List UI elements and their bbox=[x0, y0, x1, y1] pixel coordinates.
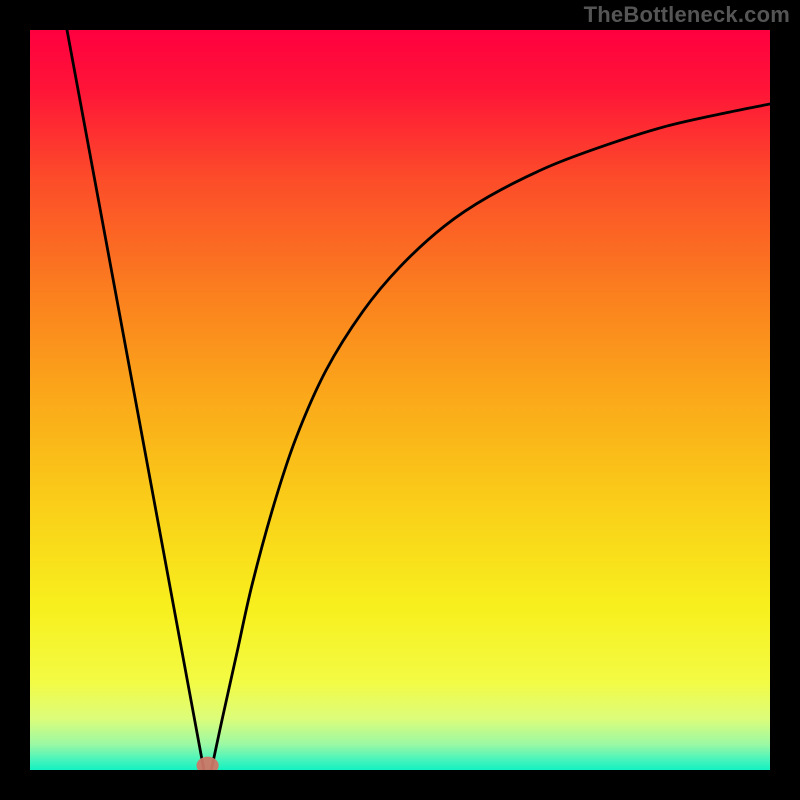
bottleneck-curve-layer bbox=[30, 30, 770, 770]
curve-left-segment bbox=[67, 30, 204, 770]
minimum-marker-icon bbox=[197, 757, 219, 770]
watermark-text: TheBottleneck.com bbox=[584, 2, 790, 28]
chart-container: TheBottleneck.com bbox=[0, 0, 800, 800]
curve-right-segment bbox=[211, 104, 770, 770]
